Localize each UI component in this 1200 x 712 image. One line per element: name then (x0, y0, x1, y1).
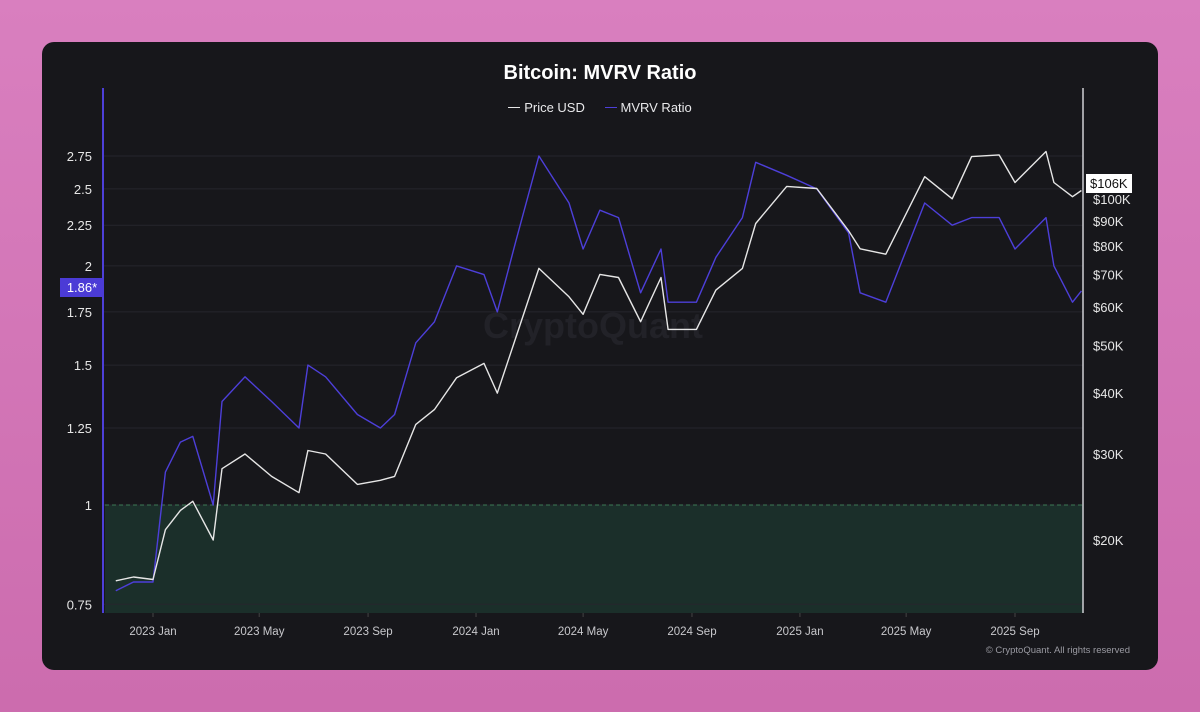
copyright: © CryptoQuant. All rights reserved (985, 645, 1130, 656)
left-tick-label: 2.75 (67, 149, 92, 164)
legend-swatch-mvrv (604, 106, 617, 108)
chart-svg: 0.75 1 1.25 1.5 1.75 2 2.25 2.5 2.75 $20K $30K $40K… (67, 88, 1131, 638)
left-tick-label: 2.5 (74, 182, 92, 197)
right-tick-label: $20K (1093, 533, 1124, 548)
right-tick-label: $50K (1093, 339, 1124, 354)
legend: Price USD MVRV Ratio (42, 96, 1158, 115)
undervalued-zone (105, 505, 1083, 613)
x-tick-label: 2023 Sep (343, 626, 392, 638)
right-tick-label: $80K (1093, 239, 1124, 254)
watermark: CryptoQuant (483, 305, 703, 346)
right-tick-label: $100K (1093, 192, 1131, 207)
x-tick-label: 2023 May (234, 626, 285, 638)
legend-item-price[interactable]: Price USD (508, 100, 585, 115)
left-tick-label: 2 (85, 259, 92, 274)
price-current-badge: $106K (1086, 174, 1132, 193)
x-tick-label: 2025 May (881, 626, 932, 638)
x-tick-label: 2025 Sep (990, 626, 1039, 638)
legend-label-price: Price USD (524, 99, 585, 115)
x-tick-label: 2025 Jan (776, 626, 823, 638)
x-tick-label: 2024 May (558, 626, 609, 638)
chart-title: Bitcoin: MVRV Ratio (503, 62, 697, 84)
mvrv-current-badge: 1.86* (60, 278, 104, 297)
right-tick-label: $90K (1093, 214, 1124, 229)
legend-swatch-price (508, 106, 521, 108)
right-tick-label: $70K (1093, 267, 1124, 282)
left-tick-label: 1 (85, 498, 92, 513)
right-tick-label: $30K (1093, 447, 1124, 462)
left-tick-label: 1.5 (74, 358, 92, 373)
legend-label-mvrv: MVRV Ratio (620, 99, 692, 115)
x-tick-label: 2023 Jan (129, 626, 176, 638)
left-tick-label: 2.25 (67, 218, 92, 233)
left-tick-label: 0.75 (67, 597, 92, 612)
x-tick-label: 2024 Jan (452, 626, 499, 638)
left-tick-label: 1.25 (67, 421, 92, 436)
mvrv-line (115, 155, 1082, 592)
legend-item-mvrv[interactable]: MVRV Ratio (604, 99, 692, 115)
chart-card: Bitcoin: MVRV Ratio Price USD MVRV Ratio… (42, 42, 1158, 670)
right-tick-label: $60K (1093, 300, 1124, 315)
left-tick-label: 1.75 (67, 305, 92, 320)
right-tick-label: $40K (1093, 386, 1124, 401)
x-tick-label: 2024 Sep (667, 626, 716, 638)
price-line (115, 150, 1082, 582)
